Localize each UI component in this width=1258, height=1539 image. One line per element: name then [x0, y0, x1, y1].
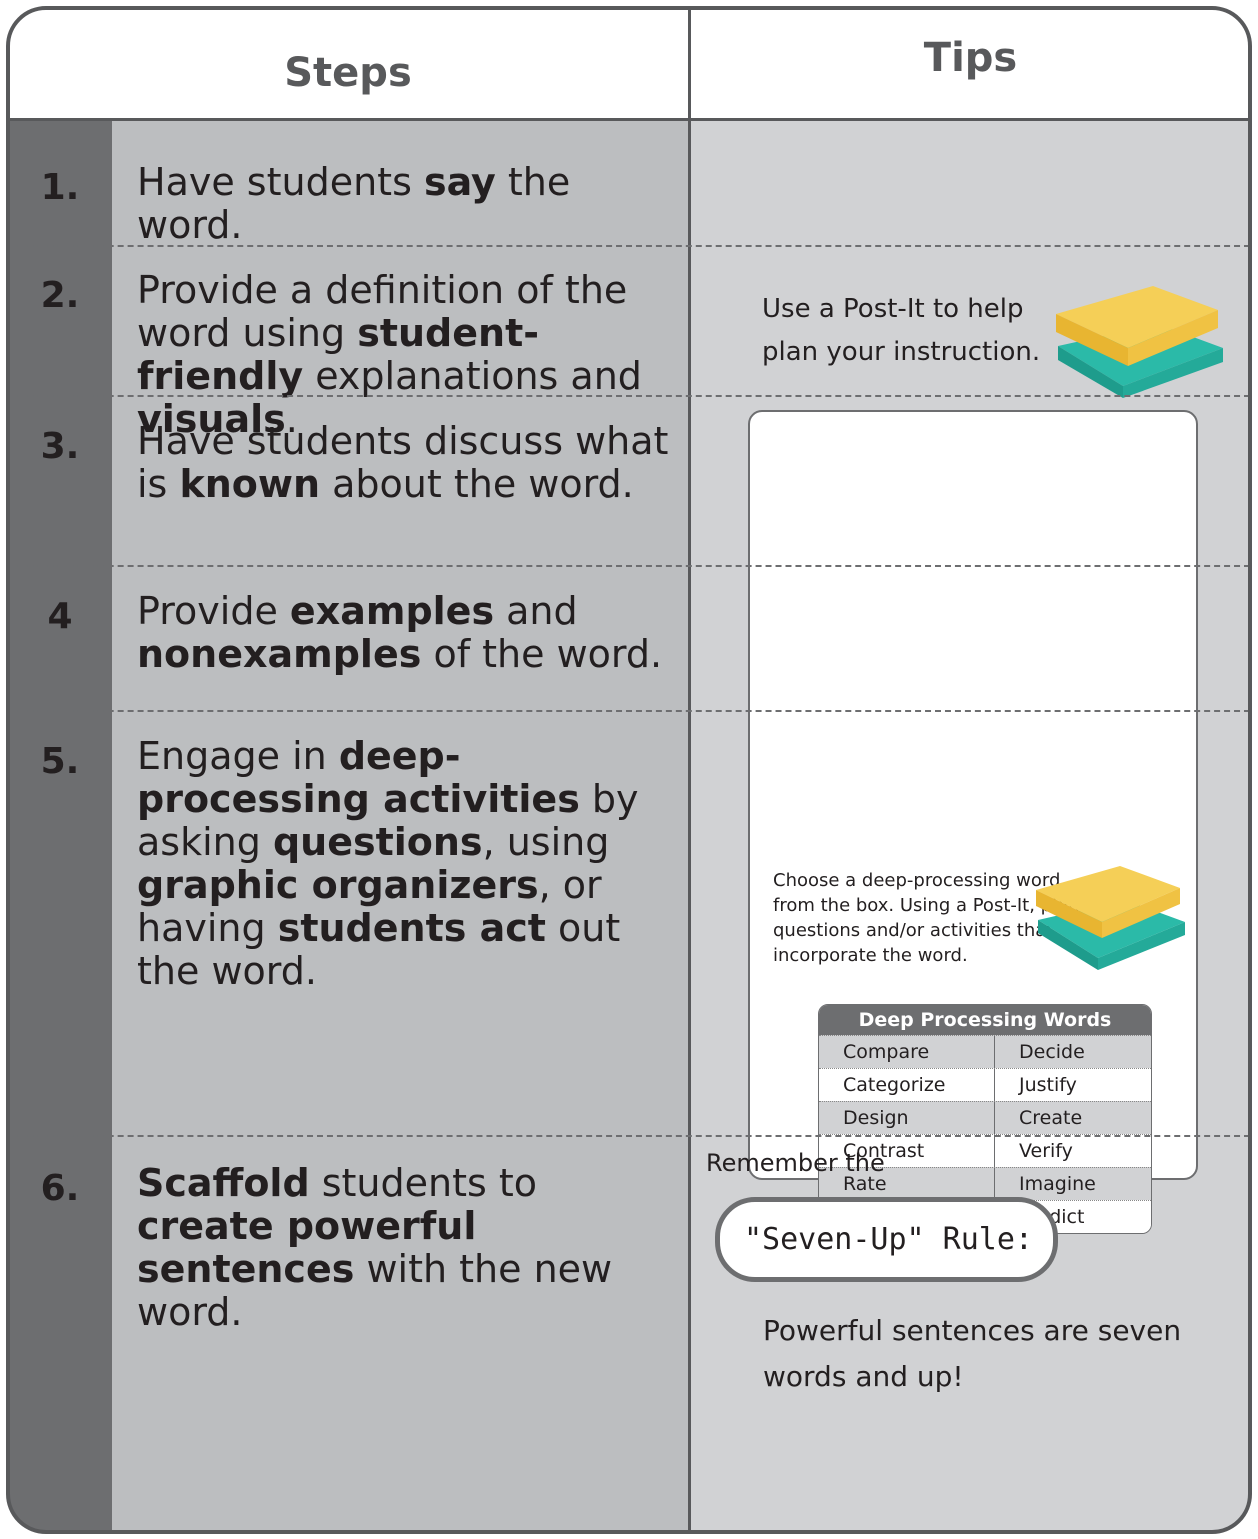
- word-cell: Create: [1019, 1107, 1083, 1129]
- text-run: .: [285, 397, 298, 441]
- text-run: by asking: [137, 777, 639, 864]
- text-run: known: [179, 462, 321, 506]
- step-number: 2.: [40, 275, 80, 316]
- step-number: 4: [47, 596, 73, 637]
- text-run: Have students discuss what is: [137, 419, 669, 506]
- step-text: Scaffold students to create powerful sen…: [137, 1162, 677, 1334]
- steps-tips-table: Steps Tips 1. Have students say the word.…: [8, 8, 1250, 1532]
- tip-text: Use a Post-It to help plan your instruct…: [762, 294, 1041, 367]
- row-divider: [8, 395, 1250, 397]
- tip-text: Powerful sentences are seven words and u…: [763, 1314, 1182, 1393]
- word-cell: Contrast: [819, 1135, 995, 1167]
- text-run: Provide a definition of the word using: [137, 268, 628, 355]
- word-cell: Decide: [1019, 1041, 1085, 1063]
- word-box: Deep Processing Words Compare Decide Categ…: [818, 1004, 1152, 1234]
- post-it-icon: [1036, 866, 1185, 970]
- step-text: Engage in deep-processing activities by …: [137, 735, 677, 993]
- row-divider: [8, 565, 1250, 567]
- text-run: , using: [482, 820, 610, 864]
- step-number: 1.: [40, 167, 80, 208]
- tip-instructions: Choose a deep-processing word from the b…: [773, 870, 1080, 966]
- tip-intro: Remember the: [706, 1149, 885, 1177]
- step-number: 3.: [40, 426, 80, 467]
- text-run: Have students: [137, 160, 424, 204]
- step-number: 5.: [40, 741, 80, 782]
- text-run: the word.: [137, 160, 571, 247]
- text-run: explanations and: [303, 354, 642, 398]
- word-cell: Design: [819, 1102, 995, 1134]
- text-run: students to: [309, 1161, 538, 1205]
- text-run: , or having: [137, 863, 602, 950]
- word-row: Design Create: [819, 1101, 1151, 1134]
- text-run: student-friendly: [137, 311, 540, 398]
- word-row: Compare Decide: [819, 1035, 1151, 1068]
- text-run: out the word.: [137, 906, 621, 993]
- text-run: nonexamples: [137, 632, 422, 676]
- text-run: students act: [277, 906, 546, 950]
- post-it-icon: [1056, 286, 1223, 398]
- word-cell: Imagine: [1019, 1173, 1096, 1195]
- row-divider: [8, 1135, 1250, 1137]
- text-run: with the new word.: [137, 1247, 613, 1334]
- tip-card: Choose a deep-processing word from the b…: [748, 410, 1198, 1234]
- word-box-title: Deep Processing Words: [819, 1005, 1151, 1035]
- word-cell: Rate: [819, 1168, 995, 1200]
- word-cell: Verify: [1019, 1140, 1073, 1162]
- header-rule: [8, 118, 1250, 121]
- step-text: Provide examples and nonexamples of the …: [137, 590, 677, 676]
- number-column: [8, 121, 112, 1532]
- text-run: Scaffold: [137, 1161, 310, 1205]
- rule-badge: "Seven-Up" Rule:: [715, 1197, 1058, 1282]
- row-divider: [8, 710, 1250, 712]
- text-run: Engage in: [137, 734, 339, 778]
- text-run: say: [423, 160, 496, 204]
- text-run: create powerful sentences: [137, 1204, 477, 1291]
- text-run: deep-processing activities: [137, 734, 580, 821]
- column-divider: [688, 8, 691, 1532]
- word-row: Rate Imagine: [819, 1167, 1151, 1200]
- step-text: Have students discuss what is known abou…: [137, 420, 677, 506]
- text-run: of the word.: [421, 632, 663, 676]
- text-run: graphic organizers: [137, 863, 539, 907]
- steps-header: Steps: [8, 8, 688, 118]
- word-row: Contrast Verify: [819, 1134, 1151, 1167]
- text-run: Provide: [137, 589, 290, 633]
- step-column: [112, 121, 688, 1532]
- text-run: about the word.: [320, 462, 634, 506]
- word-row: Categorize Justify: [819, 1068, 1151, 1101]
- tips-header: Tips: [691, 8, 1250, 118]
- word-cell: Justify: [1019, 1074, 1077, 1096]
- text-run: and: [494, 589, 578, 633]
- step-text: Provide a definition of the word using s…: [137, 269, 677, 441]
- text-run: examples: [289, 589, 495, 633]
- word-cell: Compare: [819, 1036, 995, 1068]
- row-divider: [8, 245, 1250, 247]
- step-text: Have students say the word.: [137, 161, 677, 247]
- text-run: visuals: [137, 397, 286, 441]
- text-run: questions: [272, 820, 483, 864]
- word-cell: Categorize: [819, 1069, 995, 1101]
- step-number: 6.: [40, 1168, 80, 1209]
